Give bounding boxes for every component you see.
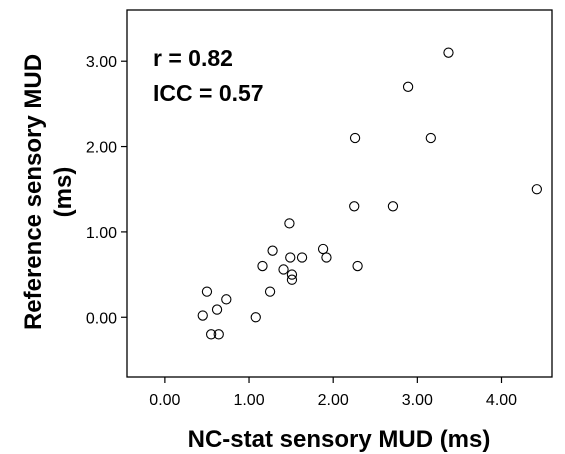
data-point — [264, 286, 276, 297]
data-point — [197, 310, 208, 321]
x-tick-label: 4.00 — [486, 392, 517, 409]
data-point — [213, 329, 224, 340]
x-axis-title: NC-stat sensory MUD (ms) — [188, 426, 491, 453]
data-point — [286, 269, 298, 280]
x-tick-label: 1.00 — [233, 392, 264, 409]
data-point — [285, 252, 296, 263]
data-point — [206, 329, 217, 340]
data-point — [221, 294, 232, 305]
y-tick-label: 3.00 — [86, 54, 117, 71]
data-point — [257, 260, 268, 272]
y-tick-label: 0.00 — [86, 310, 117, 327]
data-point — [296, 252, 308, 263]
y-axis-title-line-1: Reference sensory MUD — [20, 54, 47, 330]
data-point — [349, 201, 360, 212]
data-points — [197, 47, 543, 340]
data-point — [352, 260, 363, 272]
data-point — [425, 132, 436, 144]
annotation-r: r = 0.82 — [153, 45, 233, 71]
data-point — [317, 243, 329, 255]
x-tick-label: 3.00 — [402, 392, 433, 409]
stats-annotation-box — [143, 33, 305, 123]
data-point — [250, 312, 261, 323]
data-point — [201, 286, 213, 297]
data-point — [321, 252, 332, 263]
data-point — [402, 81, 414, 92]
data-point — [278, 264, 289, 275]
annotation-icc: ICC = 0.57 — [153, 80, 264, 106]
x-tick-label: 0.00 — [149, 392, 180, 409]
data-point — [531, 184, 543, 195]
data-point — [211, 304, 223, 315]
x-axis-ticks: 0.00 1.00 2.00 3.00 4.00 — [149, 377, 517, 409]
data-point — [286, 274, 298, 285]
data-point — [443, 47, 454, 58]
y-axis-ticks: 0.00 1.00 2.00 3.00 — [86, 54, 127, 327]
y-tick-label: 1.00 — [86, 225, 117, 242]
data-point — [387, 201, 399, 212]
data-point — [349, 132, 361, 144]
data-point — [284, 218, 295, 229]
y-axis-title-line-2: (ms) — [50, 167, 77, 218]
data-point — [267, 245, 278, 256]
y-tick-label: 2.00 — [86, 140, 117, 157]
x-tick-label: 2.00 — [318, 392, 349, 409]
